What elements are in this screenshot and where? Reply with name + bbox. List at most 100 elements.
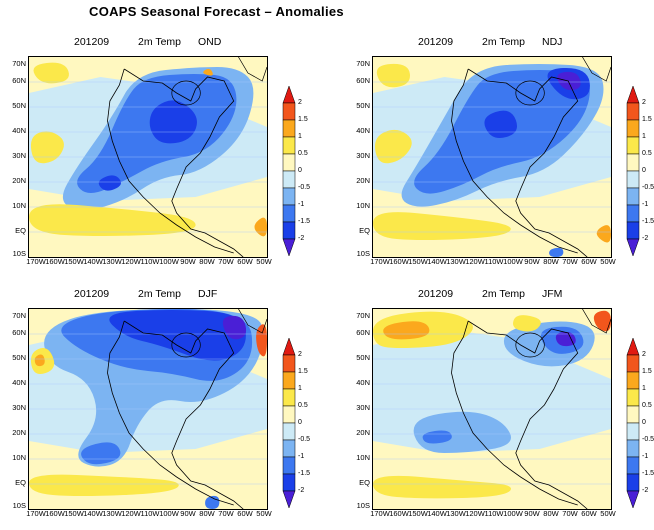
lon-tick-label: 120W (465, 257, 485, 266)
panel-season: NDJ (542, 36, 563, 48)
lon-tick-label: 70W (562, 257, 578, 266)
anomaly-contour (256, 324, 267, 357)
colorbar-segment (626, 119, 640, 138)
anomaly-contour (98, 175, 122, 191)
lon-tick-label: 90W (524, 257, 540, 266)
anomaly-contour (484, 110, 518, 138)
colorbar-segment (626, 456, 640, 475)
colorbar-segment (282, 439, 296, 458)
anomaly-contour (383, 321, 430, 340)
lon-tick-label: 80W (199, 257, 215, 266)
anomaly-contour (373, 212, 511, 240)
colorbar-segment (626, 238, 640, 257)
lat-tick-label: EQ (15, 478, 26, 487)
lat-tick-label: 10N (356, 201, 370, 210)
lon-tick-label: 80W (199, 509, 215, 518)
lon-tick-label: 130W (102, 509, 122, 518)
anomaly-contour (149, 100, 197, 144)
anomaly-contour (29, 204, 196, 236)
lon-tick-label: 90W (180, 509, 196, 518)
colorbar-segment (282, 221, 296, 240)
hudson-bay-outline (171, 332, 201, 358)
lon-tick-label: 60W (237, 509, 253, 518)
anomaly-contour (596, 225, 611, 243)
west-coastline (451, 68, 578, 254)
colorbar-segment (626, 422, 640, 441)
colorbar (282, 338, 296, 509)
colorbar-segment (626, 86, 640, 104)
panel-variable: 2m Temp (138, 36, 181, 48)
lat-tick-label: 40N (356, 126, 370, 135)
colorbar-segment (626, 187, 640, 206)
lat-tick-label: 10N (12, 201, 26, 210)
lat-tick-label: 10N (356, 453, 370, 462)
lat-tick-label: 50N (356, 353, 370, 362)
colorbar-label: 0.5 (642, 150, 652, 157)
anomaly-contour (374, 129, 412, 164)
colorbar-segment (626, 473, 640, 492)
lon-tick-label: 160W (45, 257, 65, 266)
lon-tick-label: 100W (503, 257, 523, 266)
colorbar-segment (626, 136, 640, 155)
colorbar-label: -2 (642, 487, 649, 494)
colorbar-label: 0 (642, 167, 646, 174)
anomaly-map (372, 308, 612, 510)
colorbar-label: -1 (642, 453, 649, 460)
west-coastline (107, 320, 234, 506)
map-canvas (373, 57, 611, 257)
lat-tick-label: 20N (356, 176, 370, 185)
colorbar-segment (626, 490, 640, 509)
lon-tick-label: 150W (408, 509, 428, 518)
lat-tick-label: 30N (12, 151, 26, 160)
anomaly-contour (549, 247, 564, 257)
anomaly-contour (29, 474, 179, 496)
anomaly-contour (254, 217, 267, 237)
lon-tick-label: 60W (237, 257, 253, 266)
lat-tick-label: 70N (356, 311, 370, 320)
lon-tick-label: 110W (140, 257, 160, 266)
colorbar-segment (282, 119, 296, 138)
colorbar-label: -1 (642, 201, 649, 208)
colorbar-label: 2 (298, 351, 302, 358)
colorbar-segment (626, 102, 640, 121)
lat-tick-label: 50N (356, 101, 370, 110)
lon-tick-label: 140W (427, 257, 447, 266)
east-coastline (467, 68, 588, 257)
colorbar-segment (282, 136, 296, 155)
lon-tick-label: 70W (218, 257, 234, 266)
lon-tick-label: 100W (159, 509, 179, 518)
lon-tick-label: 140W (83, 509, 103, 518)
colorbar (626, 86, 640, 257)
colorbar-label: 0.5 (298, 402, 308, 409)
colorbar-label: 0.5 (642, 402, 652, 409)
colorbar-label: 1.5 (298, 368, 308, 375)
colorbar-label: 1.5 (642, 368, 652, 375)
greenland-outline (582, 309, 611, 334)
colorbar-segment (626, 354, 640, 373)
map-canvas (29, 309, 267, 509)
anomaly-contour (33, 62, 69, 84)
lat-tick-label: 30N (12, 403, 26, 412)
colorbar-segment (282, 170, 296, 189)
lat-tick-label: EQ (359, 226, 370, 235)
colorbar-label: 0 (642, 419, 646, 426)
colorbar-segment (282, 473, 296, 492)
greenland-outline (238, 309, 267, 334)
colorbar-segment (626, 388, 640, 407)
lon-tick-label: 160W (45, 509, 65, 518)
panel-init-date: 201209 (74, 36, 110, 48)
colorbar-segment (282, 86, 296, 104)
lon-tick-label: 60W (581, 257, 597, 266)
lon-tick-label: 170W (370, 509, 390, 518)
anomaly-contour (222, 315, 247, 340)
colorbar-label: 0 (298, 419, 302, 426)
lat-tick-label: 70N (356, 59, 370, 68)
lon-tick-label: 140W (427, 509, 447, 518)
colorbar-segment (282, 338, 296, 356)
lat-tick-label: 70N (12, 311, 26, 320)
panel-init-date: 201209 (418, 288, 454, 300)
anomaly-contour (34, 354, 45, 367)
lat-tick-label: 60N (12, 76, 26, 85)
anomaly-map (28, 56, 268, 258)
colorbar-segment (626, 170, 640, 189)
